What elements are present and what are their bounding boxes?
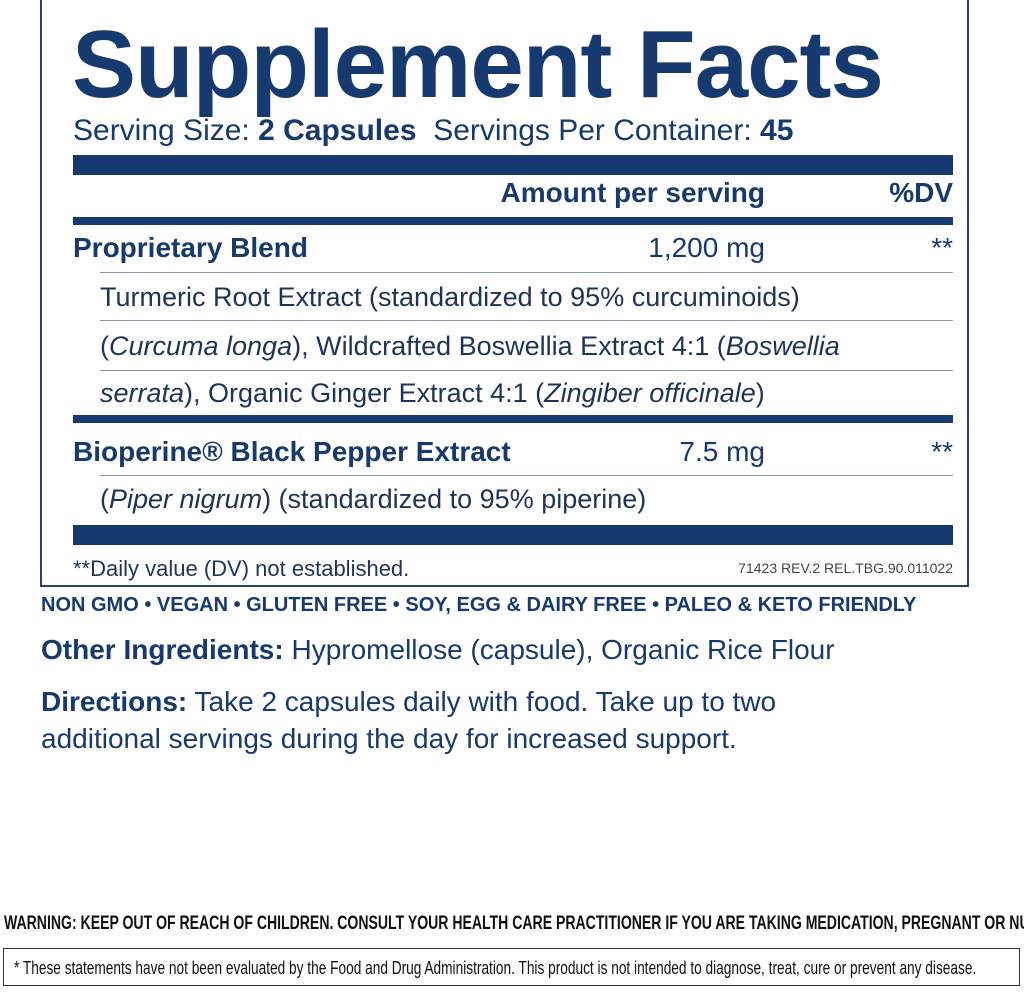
ingredient-amount: 1,200 mg xyxy=(648,232,765,263)
directions-line-2: additional servings during the day for i… xyxy=(41,723,737,754)
blend-line: Turmeric Root Extract (standardized to 9… xyxy=(100,282,800,312)
latin-name: Zingiber officinale xyxy=(544,378,756,408)
dietary-claims: NON GMO • VEGAN • GLUTEN FREE • SOY, EGG… xyxy=(41,594,917,616)
serving-info: Serving Size: 2 Capsules Servings Per Co… xyxy=(73,114,793,148)
blend-line: (Curcuma longa), Wildcrafted Boswellia E… xyxy=(100,331,840,362)
thick-divider xyxy=(73,525,953,545)
serving-size-value: 2 Capsules xyxy=(258,114,417,147)
bioperine-line: (Piper nigrum) (standardized to 95% pipe… xyxy=(100,484,646,515)
row-divider xyxy=(100,475,953,476)
dv-header: %DV xyxy=(889,177,953,208)
other-ingredients-label: Other Ingredients: xyxy=(41,634,284,665)
directions-label: Directions: xyxy=(41,686,188,717)
blend-line: serrata), Organic Ginger Extract 4:1 (Zi… xyxy=(100,378,765,409)
disclaimer-box xyxy=(3,948,1020,986)
ingredient-dv: ** xyxy=(931,436,953,467)
text: ), Wildcrafted Boswellia Extract 4:1 ( xyxy=(292,331,726,361)
warning-text: WARNING: KEEP OUT OF REACH OF CHILDREN. … xyxy=(4,913,1024,934)
dv-footnote: **Daily value (DV) not established. xyxy=(73,556,410,581)
latin-name: Piper nigrum xyxy=(109,484,263,514)
ingredient-dv: ** xyxy=(931,232,953,263)
section-divider xyxy=(73,415,953,423)
directions-text: Take 2 capsules daily with food. Take up… xyxy=(194,686,777,717)
other-ingredients: Other Ingredients: Hypromellose (capsule… xyxy=(41,634,835,666)
fda-disclaimer: * These statements have not been evaluat… xyxy=(14,958,977,978)
amount-header: Amount per serving xyxy=(500,177,765,208)
servings-per-container-label: Servings Per Container: xyxy=(433,114,752,147)
serving-size-label: Serving Size: xyxy=(73,114,250,147)
text: ) (standardized to 95% piperine) xyxy=(262,484,647,514)
row-divider xyxy=(100,320,953,321)
latin-name: Boswellia xyxy=(725,331,840,361)
directions: Directions: Take 2 capsules daily with f… xyxy=(41,686,776,718)
ingredient-name: Bioperine® Black Pepper Extract xyxy=(73,436,511,467)
thick-divider xyxy=(73,155,953,175)
page-title: Supplement Facts xyxy=(72,11,884,118)
text: ( xyxy=(100,484,109,514)
ingredient-name: Proprietary Blend xyxy=(73,232,308,263)
text: ) xyxy=(755,378,765,408)
text: ( xyxy=(100,331,109,361)
supplement-facts-box xyxy=(40,0,969,587)
header-divider xyxy=(73,217,953,225)
label-code: 71423 REV.2 REL.TBG.90.011022 xyxy=(738,560,953,576)
other-ingredients-text: Hypromellose (capsule), Organic Rice Flo… xyxy=(291,634,835,665)
row-divider xyxy=(100,370,953,371)
row-divider xyxy=(100,272,953,273)
latin-name: Curcuma longa xyxy=(109,331,293,361)
ingredient-amount: 7.5 mg xyxy=(679,436,765,467)
servings-per-container-value: 45 xyxy=(760,114,794,147)
text: ), Organic Ginger Extract 4:1 ( xyxy=(184,378,545,408)
latin-name: serrata xyxy=(100,378,185,408)
